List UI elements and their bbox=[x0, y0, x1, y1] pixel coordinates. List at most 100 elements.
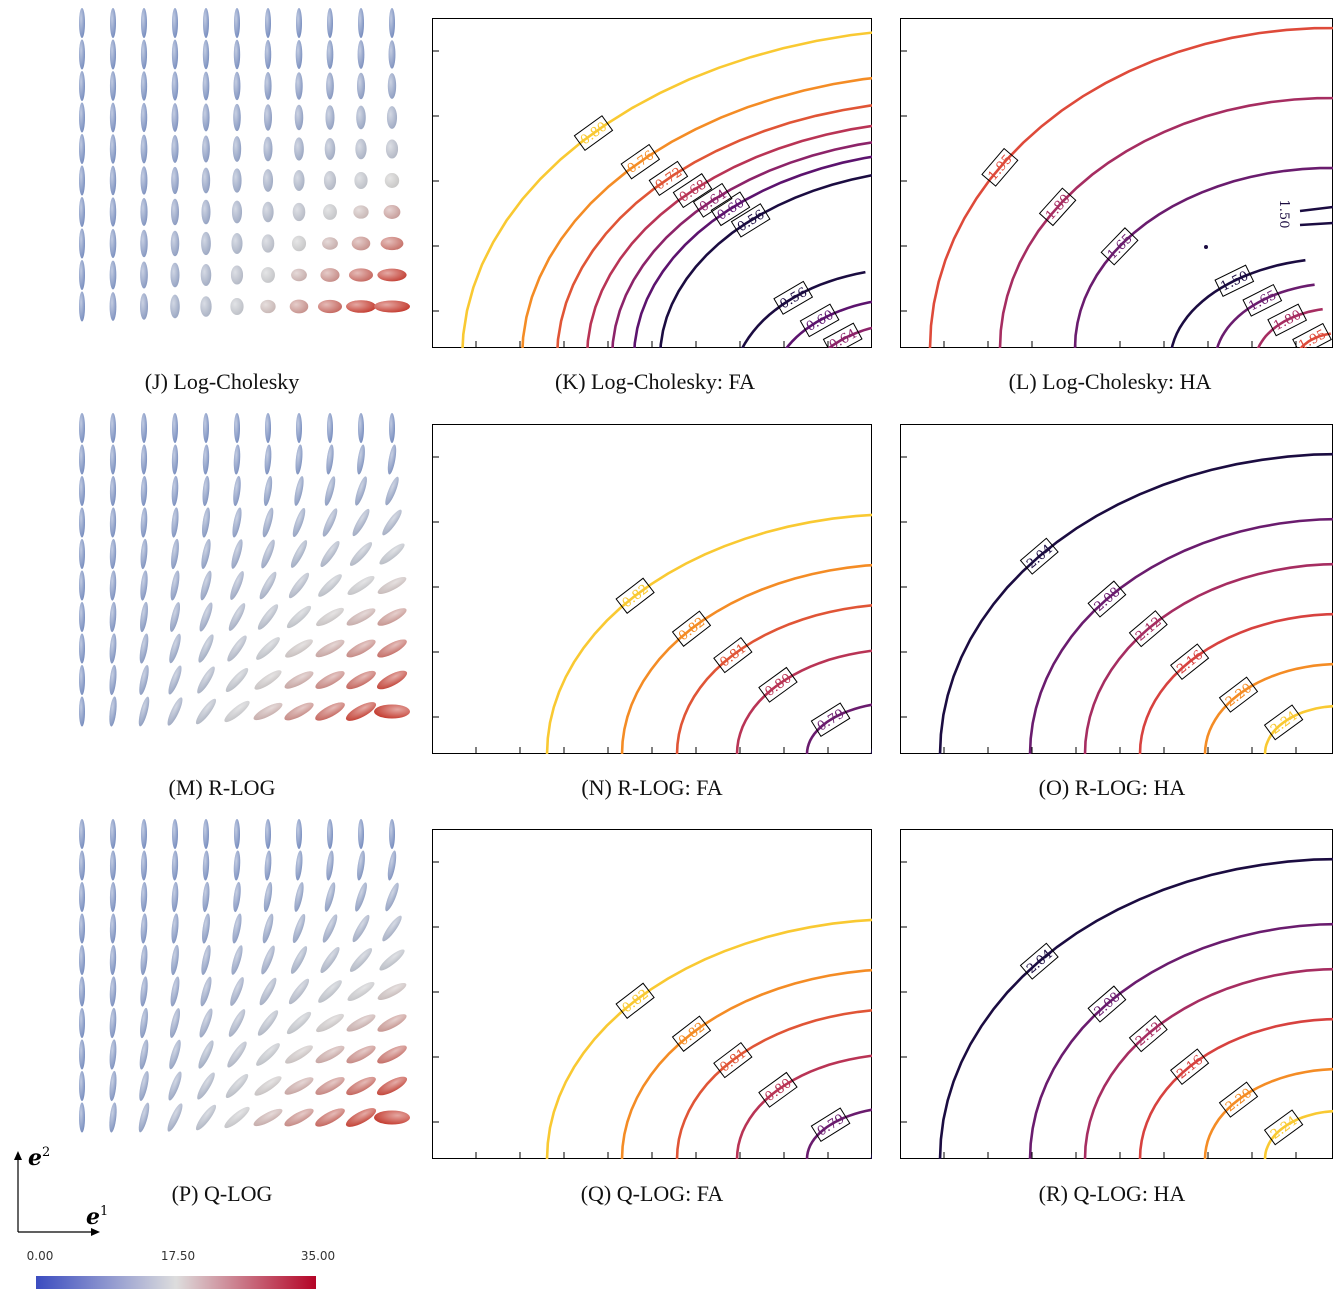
glyph-highlight bbox=[382, 915, 402, 942]
contour-line bbox=[735, 1054, 872, 1159]
glyph-highlight bbox=[295, 850, 303, 881]
caption-m: (M) R-LOG bbox=[168, 775, 276, 800]
tensor-glyph bbox=[284, 702, 314, 721]
tensor-glyph bbox=[140, 102, 148, 133]
tensor-glyph bbox=[171, 198, 179, 226]
glyph-highlight bbox=[79, 197, 85, 227]
contour-line bbox=[938, 452, 1333, 754]
tensor-glyph bbox=[198, 1040, 214, 1069]
contour-line bbox=[586, 124, 872, 348]
glyph-highlight bbox=[322, 508, 338, 537]
glyph-highlight bbox=[230, 265, 244, 285]
tensor-glyph bbox=[348, 268, 374, 282]
glyph-highlight bbox=[263, 475, 273, 507]
tensor-glyph bbox=[233, 103, 241, 132]
glyph-highlight bbox=[109, 165, 117, 196]
label-mask bbox=[1292, 322, 1332, 348]
tensor-glyph bbox=[352, 508, 370, 537]
tensor-glyph bbox=[170, 294, 180, 319]
tensor-glyph bbox=[227, 1041, 247, 1068]
tensor-glyph bbox=[234, 8, 240, 38]
tensor-glyph bbox=[286, 605, 312, 629]
glyph-highlight bbox=[376, 1076, 408, 1096]
tensor-glyph bbox=[289, 299, 309, 314]
glyph-highlight bbox=[202, 475, 210, 507]
glyph-highlight bbox=[326, 72, 334, 100]
glyph-highlight bbox=[171, 507, 179, 538]
glyph-highlight bbox=[169, 1008, 181, 1038]
glyph-highlight bbox=[79, 507, 85, 538]
glyph-highlight bbox=[167, 1103, 183, 1132]
glyph-highlight bbox=[322, 914, 338, 943]
glyph-highlight bbox=[374, 300, 410, 313]
tensor-glyph bbox=[169, 633, 181, 664]
tensor-glyph bbox=[170, 262, 180, 288]
tensor-glyph bbox=[79, 850, 85, 881]
tensor-glyph bbox=[355, 476, 367, 506]
tensor-glyph bbox=[109, 444, 117, 475]
contour-line bbox=[545, 918, 872, 1159]
tensor-glyph bbox=[284, 1108, 314, 1127]
tensor-glyph bbox=[346, 1014, 376, 1032]
glyph-highlight bbox=[232, 168, 242, 193]
tensor-glyph bbox=[109, 475, 117, 507]
glyph-highlight bbox=[293, 170, 305, 191]
tensor-glyph bbox=[264, 39, 272, 70]
tensor-glyph bbox=[357, 40, 365, 69]
tensor-glyph bbox=[295, 39, 303, 70]
tensor-glyph bbox=[324, 882, 336, 912]
glyph-highlight bbox=[139, 633, 149, 664]
tensor-glyph bbox=[109, 1070, 117, 1102]
tensor-glyph bbox=[140, 881, 148, 913]
glyph-highlight bbox=[358, 413, 364, 443]
glyph-highlight bbox=[195, 698, 217, 725]
tensor-glyph bbox=[202, 507, 210, 538]
contour-line bbox=[545, 513, 872, 754]
glyph-highlight bbox=[109, 664, 117, 696]
tensor-glyph bbox=[264, 444, 272, 475]
tensor-glyph bbox=[171, 850, 179, 881]
tensor-glyph bbox=[387, 73, 397, 99]
tensor-glyph bbox=[110, 8, 116, 38]
tensor-glyph bbox=[292, 913, 306, 944]
glyph-highlight bbox=[346, 608, 376, 626]
glyph-highlight bbox=[387, 850, 397, 881]
tensor-glyph bbox=[109, 944, 117, 976]
contour-line bbox=[1263, 1109, 1333, 1159]
glyph-highlight bbox=[168, 1071, 182, 1101]
tensor-glyph bbox=[109, 696, 117, 727]
tensor-glyph bbox=[383, 205, 401, 219]
label-mask bbox=[710, 191, 751, 227]
contour-line bbox=[1256, 307, 1323, 348]
contour-line bbox=[675, 1009, 872, 1159]
tensor-glyph bbox=[79, 102, 85, 133]
tensor-glyph bbox=[79, 570, 85, 601]
tensor-glyph bbox=[202, 444, 210, 475]
label-mask bbox=[1263, 1109, 1304, 1146]
tensor-glyph bbox=[355, 882, 367, 912]
glyph-highlight bbox=[140, 976, 148, 1007]
tensor-glyph bbox=[233, 39, 241, 70]
glyph-highlight bbox=[320, 946, 340, 974]
tensor-glyph bbox=[140, 71, 148, 101]
glyph-highlight bbox=[79, 476, 85, 506]
glyph-highlight bbox=[227, 1041, 247, 1068]
glyph-highlight bbox=[262, 201, 274, 223]
tensor-glyph bbox=[200, 570, 212, 601]
glyph-highlight bbox=[315, 1045, 345, 1064]
tensor-glyph bbox=[292, 202, 306, 222]
glyph-highlight bbox=[291, 235, 307, 252]
glyph-highlight bbox=[233, 103, 241, 132]
tensor-glyph bbox=[139, 1071, 149, 1101]
tensor-glyph bbox=[231, 539, 243, 569]
tensor-glyph bbox=[233, 444, 241, 475]
contour-line bbox=[1299, 332, 1332, 348]
label-mask bbox=[1242, 283, 1283, 317]
glyph-highlight bbox=[260, 299, 276, 314]
label-mask bbox=[1019, 537, 1059, 575]
contour-line bbox=[1083, 967, 1333, 1159]
caption-l: (L) Log-Cholesky: HA bbox=[1008, 369, 1212, 394]
tensor-glyph bbox=[227, 635, 247, 662]
tensor-glyph bbox=[169, 1039, 181, 1070]
label-mask bbox=[1100, 227, 1139, 266]
